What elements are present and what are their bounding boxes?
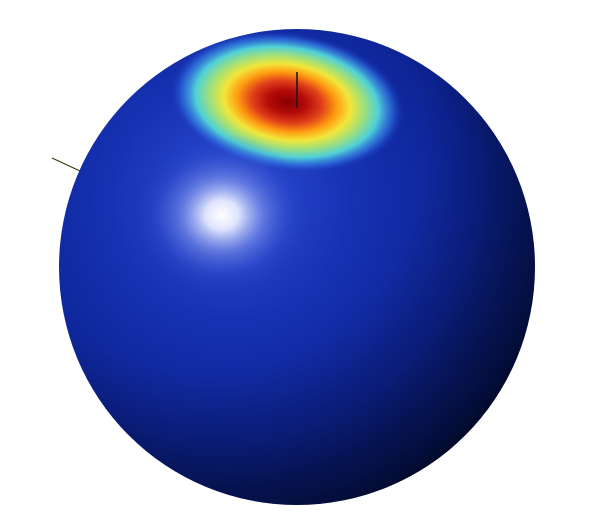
edge-shadow xyxy=(59,29,535,505)
side-axis-line xyxy=(51,157,81,172)
